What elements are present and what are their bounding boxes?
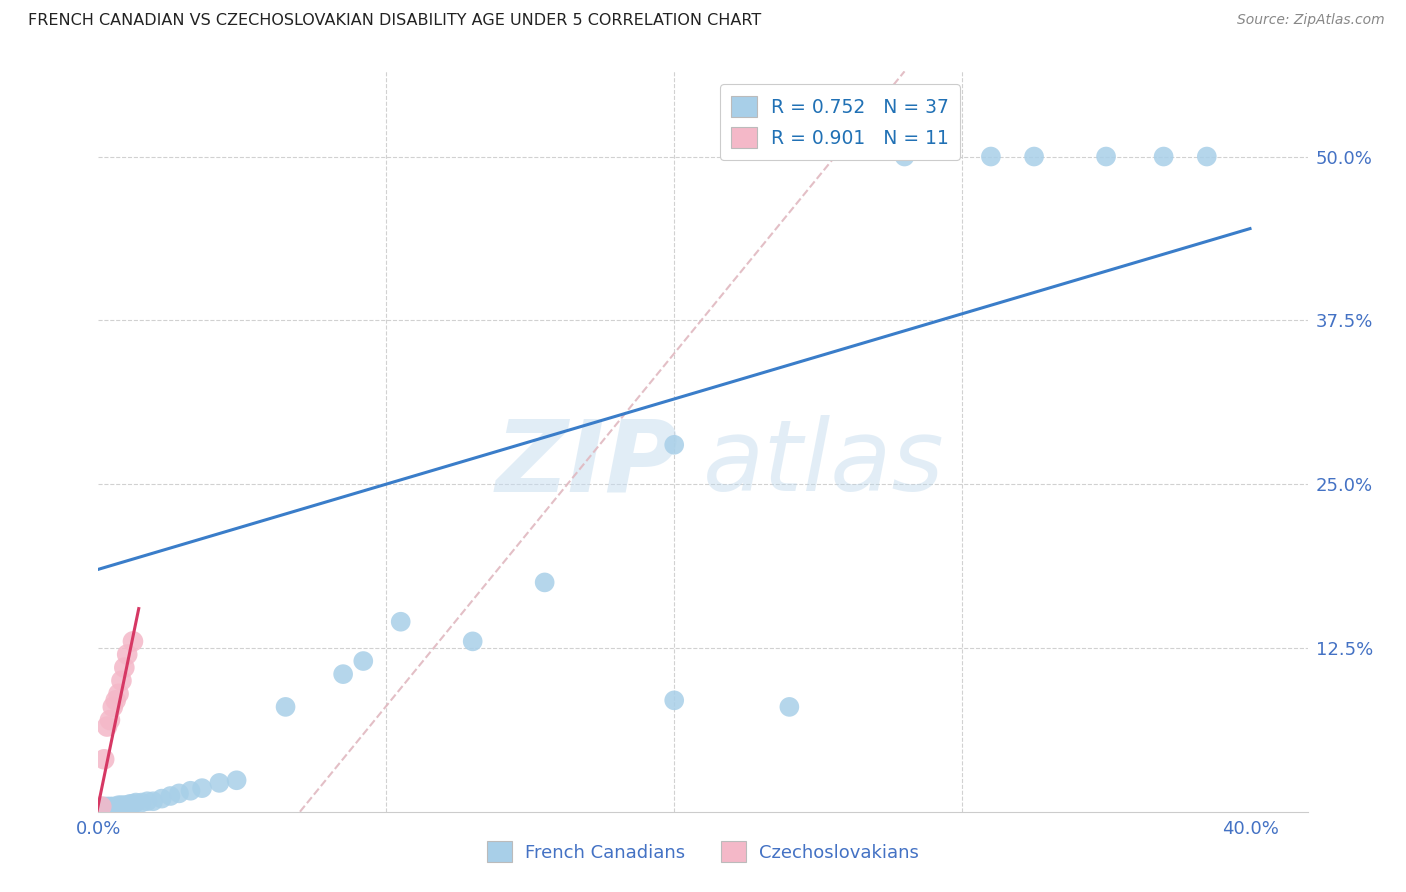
Point: [664, 438, 686, 452]
Text: FRENCH CANADIAN VS CZECHOSLOVAKIAN DISABILITY AGE UNDER 5 CORRELATION CHART: FRENCH CANADIAN VS CZECHOSLOVAKIAN DISAB…: [28, 13, 762, 29]
Point: [332, 667, 354, 681]
Point: [110, 798, 132, 813]
Point: [107, 798, 129, 813]
Point: [112, 798, 135, 813]
Point: [101, 699, 124, 714]
Point: [93, 799, 115, 814]
Point: [167, 786, 190, 800]
Point: [1095, 149, 1118, 163]
Point: [122, 634, 145, 648]
Point: [125, 796, 148, 810]
Text: Source: ZipAtlas.com: Source: ZipAtlas.com: [1237, 13, 1385, 28]
Point: [96, 799, 118, 814]
Point: [664, 693, 686, 707]
Point: [180, 783, 202, 797]
Point: [136, 794, 159, 808]
Point: [101, 799, 124, 814]
Point: [533, 575, 555, 590]
Point: [98, 799, 121, 814]
Legend: French Canadians, Czechoslovakians: French Canadians, Czechoslovakians: [479, 834, 927, 870]
Text: ZIP: ZIP: [496, 416, 679, 512]
Point: [115, 798, 138, 813]
Point: [96, 720, 118, 734]
Point: [120, 797, 142, 811]
Point: [1153, 149, 1175, 163]
Point: [159, 789, 181, 803]
Point: [893, 149, 915, 163]
Point: [274, 699, 297, 714]
Point: [150, 791, 173, 805]
Point: [142, 794, 165, 808]
Point: [107, 687, 129, 701]
Point: [389, 615, 412, 629]
Point: [93, 752, 115, 766]
Point: [461, 634, 484, 648]
Point: [980, 149, 1002, 163]
Point: [1195, 149, 1218, 163]
Point: [115, 648, 138, 662]
Text: atlas: atlas: [703, 416, 945, 512]
Point: [110, 673, 132, 688]
Point: [352, 654, 374, 668]
Point: [104, 799, 127, 814]
Point: [104, 693, 127, 707]
Point: [208, 776, 231, 790]
Point: [778, 699, 800, 714]
Point: [112, 660, 135, 674]
Point: [225, 773, 247, 788]
Point: [122, 797, 145, 811]
Point: [191, 781, 214, 796]
Point: [131, 796, 153, 810]
Point: [1022, 149, 1045, 163]
Point: [90, 799, 112, 814]
Point: [98, 713, 121, 727]
